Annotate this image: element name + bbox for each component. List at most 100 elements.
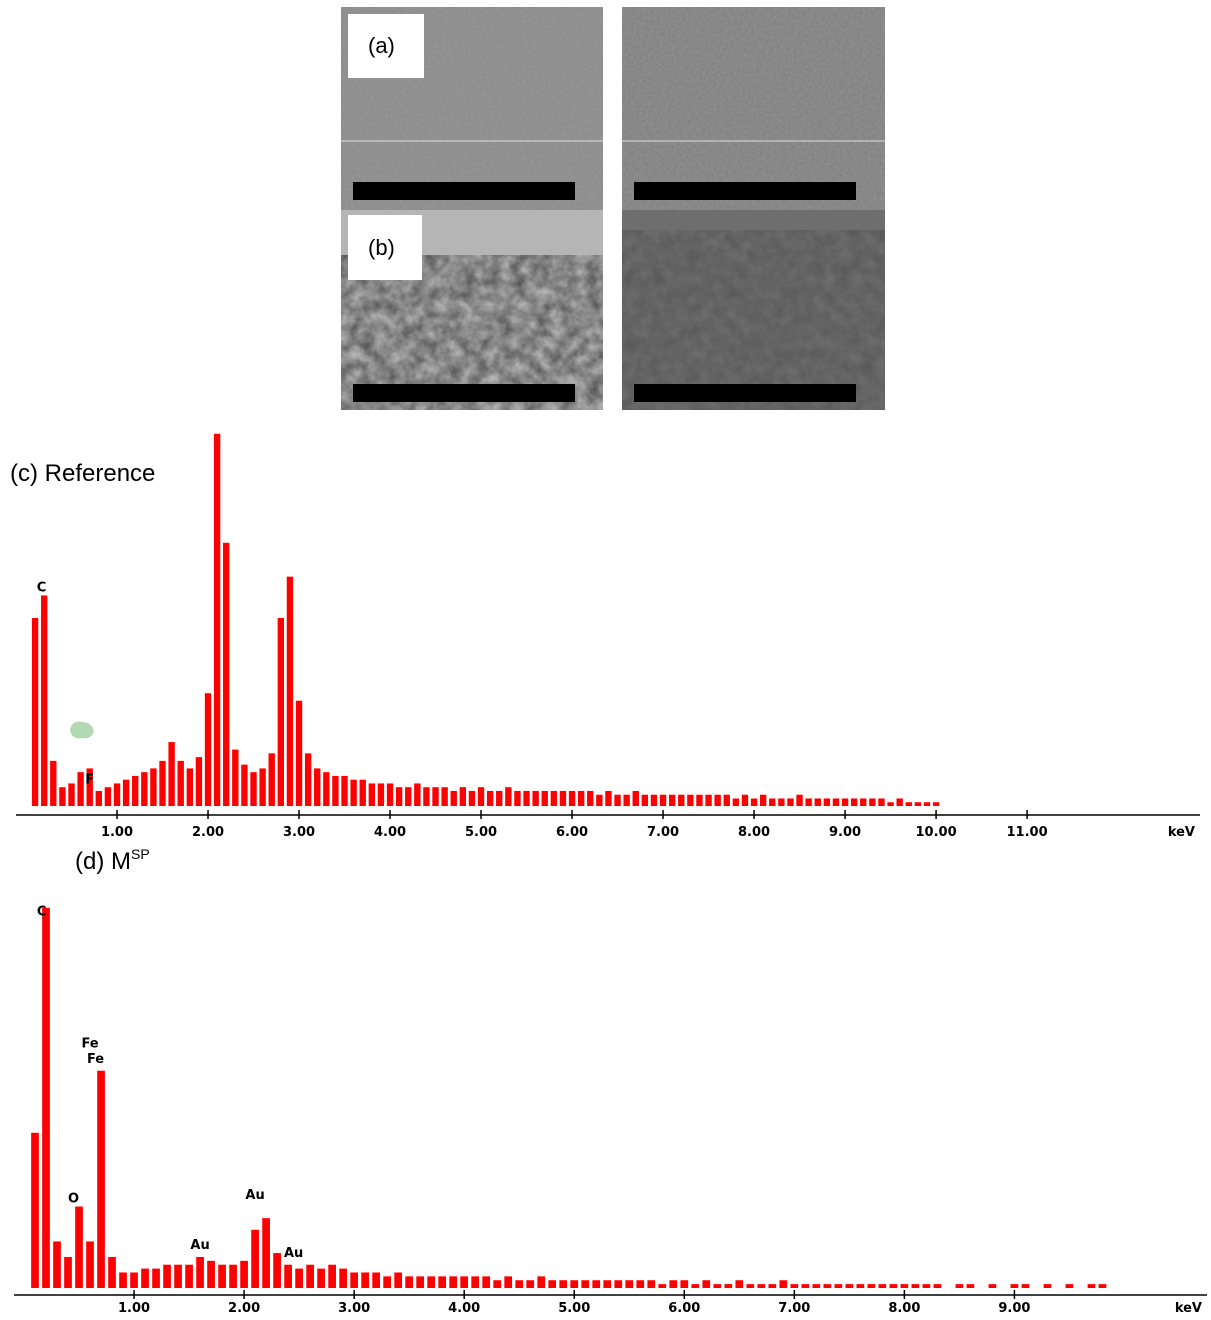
spectrum-bar bbox=[386, 783, 394, 806]
spectrum-bar bbox=[450, 790, 457, 806]
spectrum-bar bbox=[75, 1206, 83, 1288]
spectrum-bar bbox=[687, 794, 694, 806]
spectrum-bar bbox=[932, 802, 940, 806]
spectrum-bar bbox=[1087, 1284, 1096, 1288]
spectrum-bar bbox=[59, 787, 66, 806]
spectrum-bar bbox=[691, 1284, 700, 1288]
spectrum-bar bbox=[241, 764, 248, 806]
spectrum-bar bbox=[423, 787, 430, 806]
peak-label: C bbox=[37, 905, 47, 920]
spectrum-bar bbox=[268, 753, 275, 806]
spectrum-bar bbox=[53, 1241, 61, 1288]
sem-texture bbox=[622, 230, 885, 410]
spectrum-bar bbox=[141, 1268, 149, 1288]
x-tick-label: 5.00 bbox=[465, 825, 497, 840]
spectrum-bar bbox=[213, 433, 221, 806]
peak-label: Au bbox=[245, 1188, 264, 1203]
spectrum-bar bbox=[86, 1241, 94, 1288]
info-bar bbox=[353, 182, 575, 200]
spectrum-bar bbox=[332, 775, 339, 806]
x-tick-label: 5.00 bbox=[558, 1301, 590, 1316]
x-tick-label: 3.00 bbox=[338, 1301, 370, 1316]
spectrum-bar bbox=[177, 760, 184, 806]
spectrum-bar bbox=[122, 779, 130, 806]
spectrum-bar bbox=[759, 794, 767, 806]
x-tick-label: 9.00 bbox=[998, 1301, 1030, 1316]
spectrum-bar bbox=[550, 790, 558, 806]
spectrum-bar bbox=[559, 790, 567, 806]
spectrum-bar bbox=[850, 798, 858, 806]
spectrum-bar bbox=[923, 802, 931, 806]
spectrum-bar bbox=[504, 1276, 513, 1288]
spectrum-bar bbox=[377, 783, 385, 806]
info-bar bbox=[353, 384, 575, 402]
x-tick-label: 10.00 bbox=[916, 825, 957, 840]
spectrum-bar bbox=[867, 1284, 876, 1288]
spectrum-bar bbox=[414, 783, 421, 806]
spectrum-bar bbox=[714, 794, 721, 806]
spectrum-bar bbox=[757, 1284, 766, 1288]
spectrum-bar bbox=[515, 1280, 524, 1288]
sem-texture bbox=[622, 7, 885, 210]
title-superscript: SP bbox=[131, 846, 150, 862]
spectrum-bar bbox=[86, 768, 93, 806]
spectrum-bar bbox=[955, 1284, 964, 1288]
spectrum-bar bbox=[395, 787, 403, 806]
spectrum-bar bbox=[204, 693, 212, 806]
spectrum-bar bbox=[328, 1264, 336, 1288]
spectrum-bar bbox=[368, 783, 376, 806]
chart-title: (d) MSP bbox=[75, 846, 150, 875]
spectrum-bar bbox=[523, 790, 530, 806]
spectrum-bar bbox=[449, 1276, 458, 1288]
spectrum-bar bbox=[587, 790, 594, 806]
x-tick-label: 9.00 bbox=[829, 825, 861, 840]
spectrum-bar bbox=[623, 794, 630, 806]
spectrum-bar bbox=[195, 757, 203, 806]
spectrum-bar bbox=[159, 760, 166, 806]
blob bbox=[70, 721, 94, 739]
x-axis-label: keV bbox=[1168, 825, 1195, 840]
spectrum-bar bbox=[259, 768, 266, 806]
spectrum-bar bbox=[130, 1272, 138, 1288]
spectrum-bar bbox=[186, 768, 193, 806]
spectrum-bar bbox=[232, 749, 239, 806]
spectrum-bar bbox=[537, 1276, 546, 1288]
spectrum-bar bbox=[805, 798, 812, 806]
peak-label: O bbox=[68, 1192, 79, 1207]
spectrum-bar bbox=[914, 802, 922, 806]
x-tick-label: 8.00 bbox=[738, 825, 770, 840]
spectrum-bar bbox=[486, 790, 494, 806]
spectrum-bar bbox=[812, 1284, 821, 1288]
spectrum-bar bbox=[496, 790, 503, 806]
spectrum-bar bbox=[834, 1284, 843, 1288]
spectrum-bar bbox=[625, 1280, 634, 1288]
spectrum-bar bbox=[31, 618, 39, 806]
spectrum-bar bbox=[790, 1284, 799, 1288]
x-tick-label: 4.00 bbox=[374, 825, 406, 840]
spectrum-bar bbox=[746, 1284, 755, 1288]
spectrum-bar bbox=[218, 1264, 226, 1288]
spectrum-bar bbox=[64, 1256, 72, 1288]
spectrum-bar bbox=[966, 1284, 975, 1288]
spectrum-bar bbox=[768, 1284, 777, 1288]
spectrum-bar bbox=[724, 1284, 733, 1288]
spectrum-bar bbox=[394, 1272, 403, 1288]
spectrum-bar bbox=[659, 794, 667, 806]
spectrum-bar bbox=[95, 790, 102, 806]
spectrum-bar bbox=[350, 779, 357, 806]
x-axis-label: keV bbox=[1175, 1301, 1202, 1316]
spectrum-bar bbox=[887, 802, 894, 806]
spectrum-bar bbox=[42, 907, 50, 1288]
peak-label: C bbox=[37, 581, 47, 596]
spectrum-bar bbox=[141, 772, 148, 806]
sem-images: (a) (b) bbox=[341, 7, 885, 410]
x-tick-label: 8.00 bbox=[888, 1301, 920, 1316]
spectrum-bar bbox=[471, 1276, 480, 1288]
spectrum-bar bbox=[922, 1284, 931, 1288]
spectrum-bar bbox=[778, 798, 785, 806]
spectrum-bar bbox=[823, 798, 831, 806]
spectrum-bar bbox=[577, 790, 585, 806]
spectrum-bar bbox=[277, 618, 285, 806]
peak-label: Fe bbox=[81, 1036, 98, 1051]
spectrum-bar bbox=[658, 1284, 667, 1288]
